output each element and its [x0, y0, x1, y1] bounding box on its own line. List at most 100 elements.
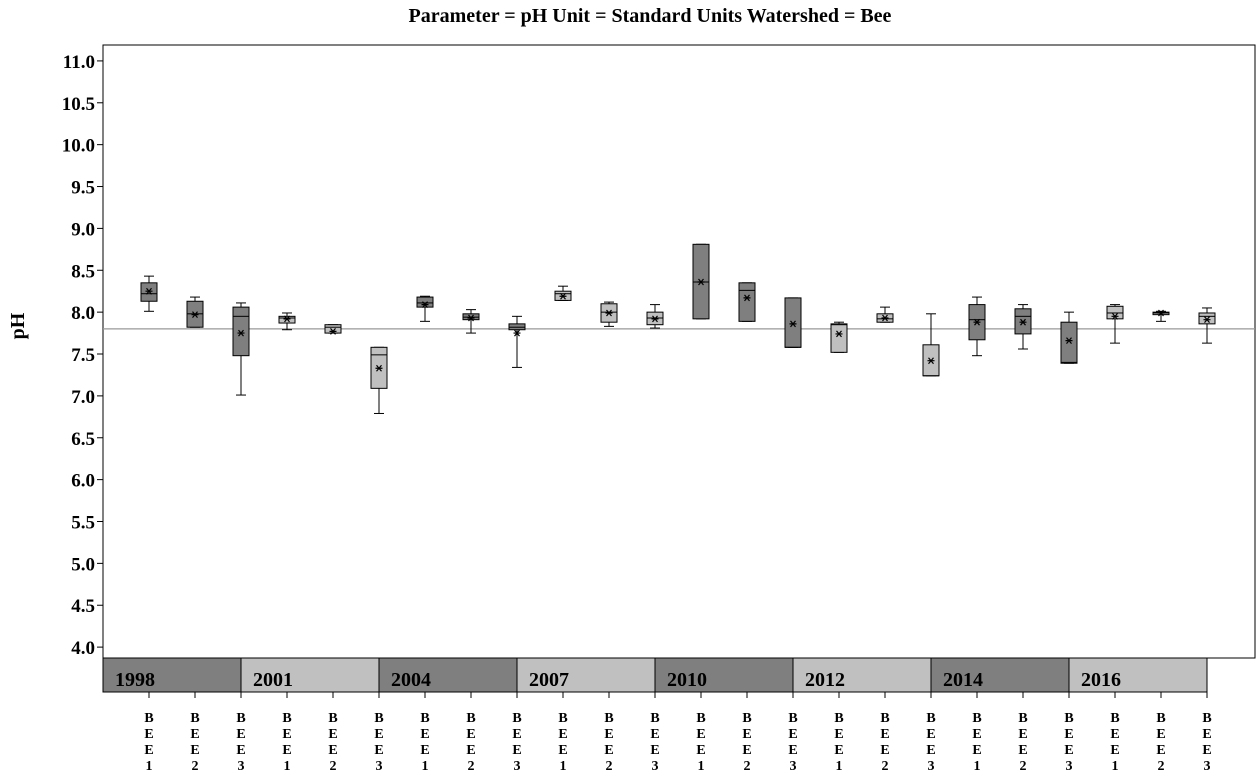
- year-label: 2010: [667, 669, 707, 691]
- x-tick-char: E: [1110, 727, 1119, 742]
- x-tick-char: B: [190, 711, 199, 726]
- x-tick-char: E: [466, 727, 475, 742]
- x-tick-char: E: [880, 743, 889, 758]
- x-tick-char: E: [1110, 743, 1119, 758]
- x-tick-char: B: [696, 711, 705, 726]
- mean-marker: [329, 328, 337, 335]
- x-tick-char: E: [696, 743, 705, 758]
- x-tick-char: E: [328, 727, 337, 742]
- x-tick-char: B: [282, 711, 291, 726]
- x-tick-char: E: [328, 743, 337, 758]
- x-tick-char: 1: [1112, 759, 1119, 774]
- mean-marker: [651, 315, 659, 323]
- x-tick-char: B: [558, 711, 567, 726]
- y-tick-label: 8.0: [71, 303, 95, 324]
- x-tick-char: 3: [514, 759, 521, 774]
- x-tick-char: B: [788, 711, 797, 726]
- x-tick-char: E: [788, 743, 797, 758]
- x-tick-char: E: [696, 727, 705, 742]
- x-tick-char: 3: [376, 759, 383, 774]
- chart-title: Parameter = pH Unit = Standard Units Wat…: [409, 5, 892, 27]
- box: [1060, 321, 1078, 364]
- x-tick-char: B: [1110, 711, 1119, 726]
- box: [830, 323, 848, 353]
- x-tick-char: E: [1018, 743, 1027, 758]
- x-tick-char: E: [374, 743, 383, 758]
- y-tick-label: 4.0: [71, 638, 95, 659]
- mean-marker: [513, 329, 521, 337]
- x-tick-char: 1: [698, 759, 705, 774]
- y-tick-label: 6.0: [71, 471, 95, 492]
- x-tick-char: E: [1156, 743, 1165, 758]
- x-tick-char: B: [604, 711, 613, 726]
- x-tick-char: B: [880, 711, 889, 726]
- x-tick-char: E: [558, 743, 567, 758]
- box: [416, 296, 434, 308]
- x-tick-char: E: [926, 743, 935, 758]
- y-tick-label: 10.0: [62, 136, 95, 157]
- y-tick-label: 11.0: [63, 52, 95, 73]
- year-band: [930, 657, 1070, 693]
- x-tick-char: E: [236, 743, 245, 758]
- x-tick-char: 1: [284, 759, 291, 774]
- box: [738, 282, 756, 322]
- y-tick-label: 5.5: [71, 512, 95, 533]
- year-band: [792, 657, 932, 693]
- x-tick-char: E: [512, 727, 521, 742]
- y-axis-label: pH: [7, 312, 29, 339]
- x-tick-char: E: [1202, 727, 1211, 742]
- x-tick-char: B: [512, 711, 521, 726]
- year-label: 2014: [943, 669, 983, 691]
- x-tick-char: B: [650, 711, 659, 726]
- x-tick-char: B: [926, 711, 935, 726]
- year-label: 2004: [391, 669, 431, 691]
- x-tick-char: 3: [238, 759, 245, 774]
- x-tick-char: E: [144, 743, 153, 758]
- x-tick-char: E: [512, 743, 521, 758]
- x-tick-char: B: [1064, 711, 1073, 726]
- mean-marker: [421, 301, 429, 308]
- box: [784, 297, 802, 348]
- x-tick-char: 1: [146, 759, 153, 774]
- x-tick-char: B: [1202, 711, 1211, 726]
- y-tick-label: 6.5: [71, 429, 95, 450]
- x-tick-char: 2: [882, 759, 889, 774]
- x-tick-char: E: [144, 727, 153, 742]
- box: [324, 324, 342, 334]
- mean-marker: [283, 315, 291, 323]
- y-tick-label: 7.5: [71, 345, 95, 366]
- x-tick-char: E: [420, 743, 429, 758]
- x-tick-char: B: [328, 711, 337, 726]
- x-tick-char: E: [190, 743, 199, 758]
- x-tick-char: B: [1156, 711, 1165, 726]
- x-tick-char: B: [420, 711, 429, 726]
- year-label: 2012: [805, 669, 845, 691]
- x-tick-char: E: [650, 743, 659, 758]
- x-tick-char: 2: [744, 759, 751, 774]
- box: [232, 306, 250, 357]
- year-label: 2001: [253, 669, 293, 691]
- x-tick-char: E: [466, 743, 475, 758]
- x-tick-char: 2: [606, 759, 613, 774]
- x-tick-char: 1: [422, 759, 429, 774]
- mean-marker: [191, 311, 199, 319]
- x-tick-char: 2: [192, 759, 199, 774]
- x-tick-char: E: [1018, 727, 1027, 742]
- x-tick-char: E: [1202, 743, 1211, 758]
- mean-marker: [467, 314, 475, 322]
